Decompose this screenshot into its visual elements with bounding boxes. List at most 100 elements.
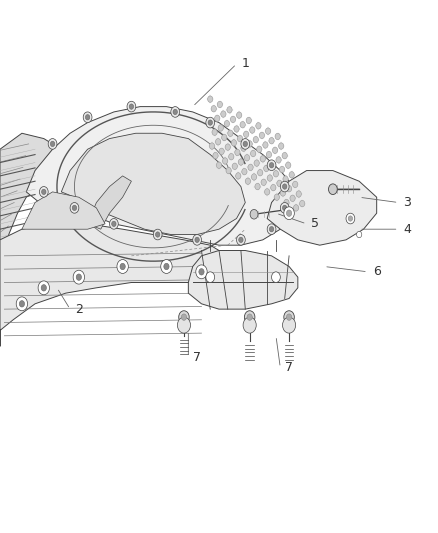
Polygon shape bbox=[267, 171, 377, 245]
Circle shape bbox=[346, 213, 355, 224]
Circle shape bbox=[112, 221, 116, 227]
Circle shape bbox=[72, 205, 77, 211]
Circle shape bbox=[357, 231, 362, 238]
Polygon shape bbox=[0, 224, 219, 346]
Circle shape bbox=[348, 216, 353, 221]
Circle shape bbox=[289, 172, 294, 178]
Circle shape bbox=[237, 112, 242, 118]
Circle shape bbox=[223, 158, 228, 164]
Circle shape bbox=[177, 317, 191, 333]
Circle shape bbox=[241, 145, 246, 151]
Circle shape bbox=[226, 167, 231, 174]
Circle shape bbox=[41, 285, 46, 291]
Circle shape bbox=[224, 120, 230, 127]
Circle shape bbox=[282, 152, 287, 159]
Circle shape bbox=[284, 207, 294, 220]
Circle shape bbox=[272, 272, 280, 282]
Circle shape bbox=[50, 141, 55, 147]
Text: 7: 7 bbox=[193, 351, 201, 364]
Circle shape bbox=[258, 169, 263, 176]
Circle shape bbox=[274, 194, 279, 200]
Circle shape bbox=[251, 150, 256, 157]
Circle shape bbox=[228, 130, 233, 136]
Circle shape bbox=[276, 157, 281, 163]
Circle shape bbox=[211, 106, 216, 112]
Circle shape bbox=[161, 260, 172, 273]
Circle shape bbox=[38, 281, 49, 295]
Circle shape bbox=[129, 104, 134, 109]
Circle shape bbox=[263, 142, 268, 148]
Circle shape bbox=[284, 199, 289, 206]
Circle shape bbox=[237, 135, 243, 142]
Circle shape bbox=[237, 235, 245, 245]
Circle shape bbox=[279, 166, 285, 173]
Circle shape bbox=[209, 143, 215, 149]
Circle shape bbox=[271, 184, 276, 191]
Circle shape bbox=[110, 219, 118, 229]
Circle shape bbox=[236, 173, 241, 179]
Circle shape bbox=[212, 129, 217, 135]
Circle shape bbox=[229, 154, 234, 160]
Circle shape bbox=[127, 101, 136, 112]
Circle shape bbox=[164, 263, 169, 270]
Circle shape bbox=[265, 128, 271, 134]
Circle shape bbox=[296, 191, 301, 197]
Circle shape bbox=[254, 160, 259, 166]
Circle shape bbox=[222, 134, 227, 141]
Text: 5: 5 bbox=[311, 217, 319, 230]
Circle shape bbox=[264, 165, 269, 172]
Polygon shape bbox=[26, 107, 298, 245]
Circle shape bbox=[267, 175, 272, 181]
Circle shape bbox=[217, 101, 223, 108]
Circle shape bbox=[286, 314, 292, 320]
Circle shape bbox=[261, 179, 266, 185]
Circle shape bbox=[279, 143, 284, 149]
Circle shape bbox=[19, 301, 25, 307]
Circle shape bbox=[245, 178, 251, 184]
Circle shape bbox=[235, 149, 240, 156]
Circle shape bbox=[265, 189, 270, 195]
Circle shape bbox=[193, 235, 201, 245]
Polygon shape bbox=[0, 133, 70, 266]
Circle shape bbox=[256, 123, 261, 129]
Circle shape bbox=[244, 131, 249, 138]
Circle shape bbox=[283, 317, 296, 333]
Circle shape bbox=[216, 162, 222, 168]
Text: 4: 4 bbox=[403, 223, 411, 236]
Circle shape bbox=[269, 138, 274, 144]
Circle shape bbox=[234, 126, 239, 132]
Polygon shape bbox=[22, 192, 105, 229]
Circle shape bbox=[283, 184, 287, 189]
Circle shape bbox=[244, 311, 255, 324]
Circle shape bbox=[215, 115, 220, 122]
Circle shape bbox=[232, 163, 237, 169]
Circle shape bbox=[208, 96, 213, 102]
Circle shape bbox=[230, 116, 236, 123]
Circle shape bbox=[221, 111, 226, 117]
Circle shape bbox=[283, 176, 288, 182]
Circle shape bbox=[243, 317, 256, 333]
Circle shape bbox=[244, 155, 250, 161]
Circle shape bbox=[42, 189, 46, 195]
Circle shape bbox=[247, 141, 252, 147]
Circle shape bbox=[73, 270, 85, 284]
Circle shape bbox=[286, 162, 291, 168]
Circle shape bbox=[267, 224, 276, 235]
Circle shape bbox=[239, 237, 243, 243]
Circle shape bbox=[120, 263, 125, 270]
Circle shape bbox=[206, 117, 215, 128]
Circle shape bbox=[85, 115, 90, 120]
Circle shape bbox=[247, 314, 252, 320]
Circle shape bbox=[253, 136, 258, 143]
Circle shape bbox=[196, 265, 207, 279]
Circle shape bbox=[284, 311, 294, 324]
Polygon shape bbox=[188, 251, 298, 309]
Circle shape bbox=[218, 125, 223, 131]
Circle shape bbox=[272, 147, 278, 154]
Circle shape bbox=[70, 203, 79, 213]
Circle shape bbox=[293, 181, 298, 188]
Text: 1: 1 bbox=[241, 58, 249, 70]
Circle shape bbox=[153, 229, 162, 240]
Circle shape bbox=[240, 122, 245, 128]
Circle shape bbox=[275, 133, 280, 140]
